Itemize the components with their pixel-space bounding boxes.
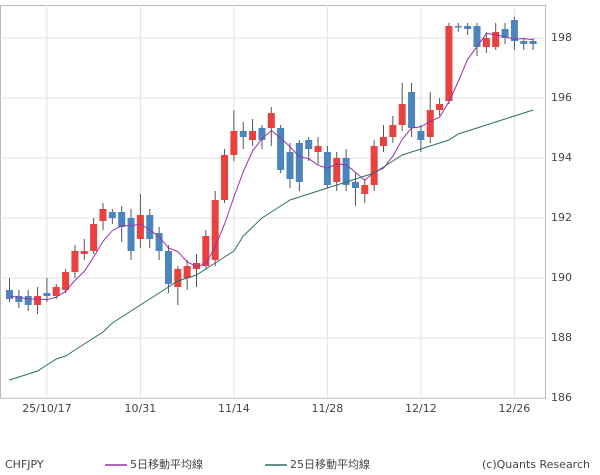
candle-body: [62, 272, 70, 290]
candle-body: [183, 266, 191, 278]
ma-line: [9, 109, 534, 381]
y-tick-label: 194: [551, 151, 572, 164]
candle-body: [80, 251, 88, 254]
y-tick-label: 186: [551, 391, 572, 404]
candle-body: [305, 140, 313, 149]
x-tick-label: 12/26: [499, 402, 531, 415]
candle-body: [510, 20, 518, 41]
candle-body: [258, 128, 266, 140]
candle-body: [146, 215, 154, 239]
candle-body: [230, 131, 238, 155]
candle-body: [417, 131, 425, 140]
x-tick-label: 25/10/17: [22, 402, 71, 415]
y-tick-label: 192: [551, 211, 572, 224]
candle-body: [15, 296, 23, 302]
candle-body: [380, 137, 387, 146]
candle-body: [127, 218, 135, 251]
ma-line: [9, 32, 534, 301]
candle-body: [136, 215, 144, 239]
candle-body: [342, 158, 350, 185]
plot-area: [0, 5, 546, 399]
candle-body: [6, 290, 13, 299]
candle-body: [333, 158, 341, 182]
candle-body: [34, 296, 42, 305]
candle-body: [501, 29, 509, 38]
candle-body: [118, 212, 126, 227]
candle-body: [389, 125, 397, 137]
candle-body: [108, 212, 116, 218]
candle-body: [408, 92, 416, 128]
candle-body: [473, 26, 481, 47]
y-tick-label: 188: [551, 331, 572, 344]
x-tick-label: 11/14: [218, 402, 250, 415]
credit: (c)Quants Research: [482, 458, 590, 471]
candle-body: [492, 32, 500, 47]
candle-body: [370, 146, 378, 185]
candle-body: [43, 293, 51, 296]
candle-body: [90, 224, 98, 251]
x-tick-label: 11/28: [312, 402, 344, 415]
legend-label: 5日移動平均線: [130, 457, 203, 471]
candle-body: [286, 152, 294, 179]
candle-body: [174, 269, 182, 287]
candle-body: [164, 251, 172, 284]
candle-body: [454, 26, 462, 28]
grid: [0, 5, 545, 399]
legend-label: 25日移動平均線: [290, 457, 370, 471]
y-tick-label: 198: [551, 31, 572, 44]
candle-body: [361, 185, 369, 194]
candle-body: [314, 146, 322, 152]
candle-body: [202, 236, 210, 266]
candle-body: [445, 26, 453, 101]
y-tick-label: 196: [551, 91, 572, 104]
candle-body: [295, 143, 303, 182]
labels: 186 188 190 192 194 196 198 25/10/17 10/31 11/14 1…: [22, 31, 572, 471]
candle-body: [71, 251, 79, 272]
y-tick-label: 190: [551, 271, 572, 284]
candle-body: [155, 233, 163, 251]
candle-body: [520, 41, 528, 44]
symbol: CHFJPY: [5, 458, 44, 471]
candle-body: [239, 131, 247, 137]
candle-body: [398, 104, 406, 125]
candle-body: [351, 182, 359, 188]
candle-body: [99, 209, 107, 221]
x-tick-label: 12/12: [405, 402, 437, 415]
candle-body: [221, 155, 229, 200]
candle-body: [52, 287, 60, 296]
candle-body: [529, 41, 537, 44]
marks: [6, 17, 537, 381]
candle-body: [426, 110, 434, 137]
candle-body: [24, 296, 32, 305]
candle-body: [211, 200, 219, 260]
candle-body: [436, 104, 444, 110]
candle-body: [277, 128, 285, 170]
x-tick-label: 10/31: [125, 402, 157, 415]
candle-body: [193, 263, 200, 269]
candle-body: [482, 38, 490, 47]
candle-body: [249, 131, 257, 140]
candle-body: [464, 26, 472, 29]
candle-body: [267, 113, 275, 128]
